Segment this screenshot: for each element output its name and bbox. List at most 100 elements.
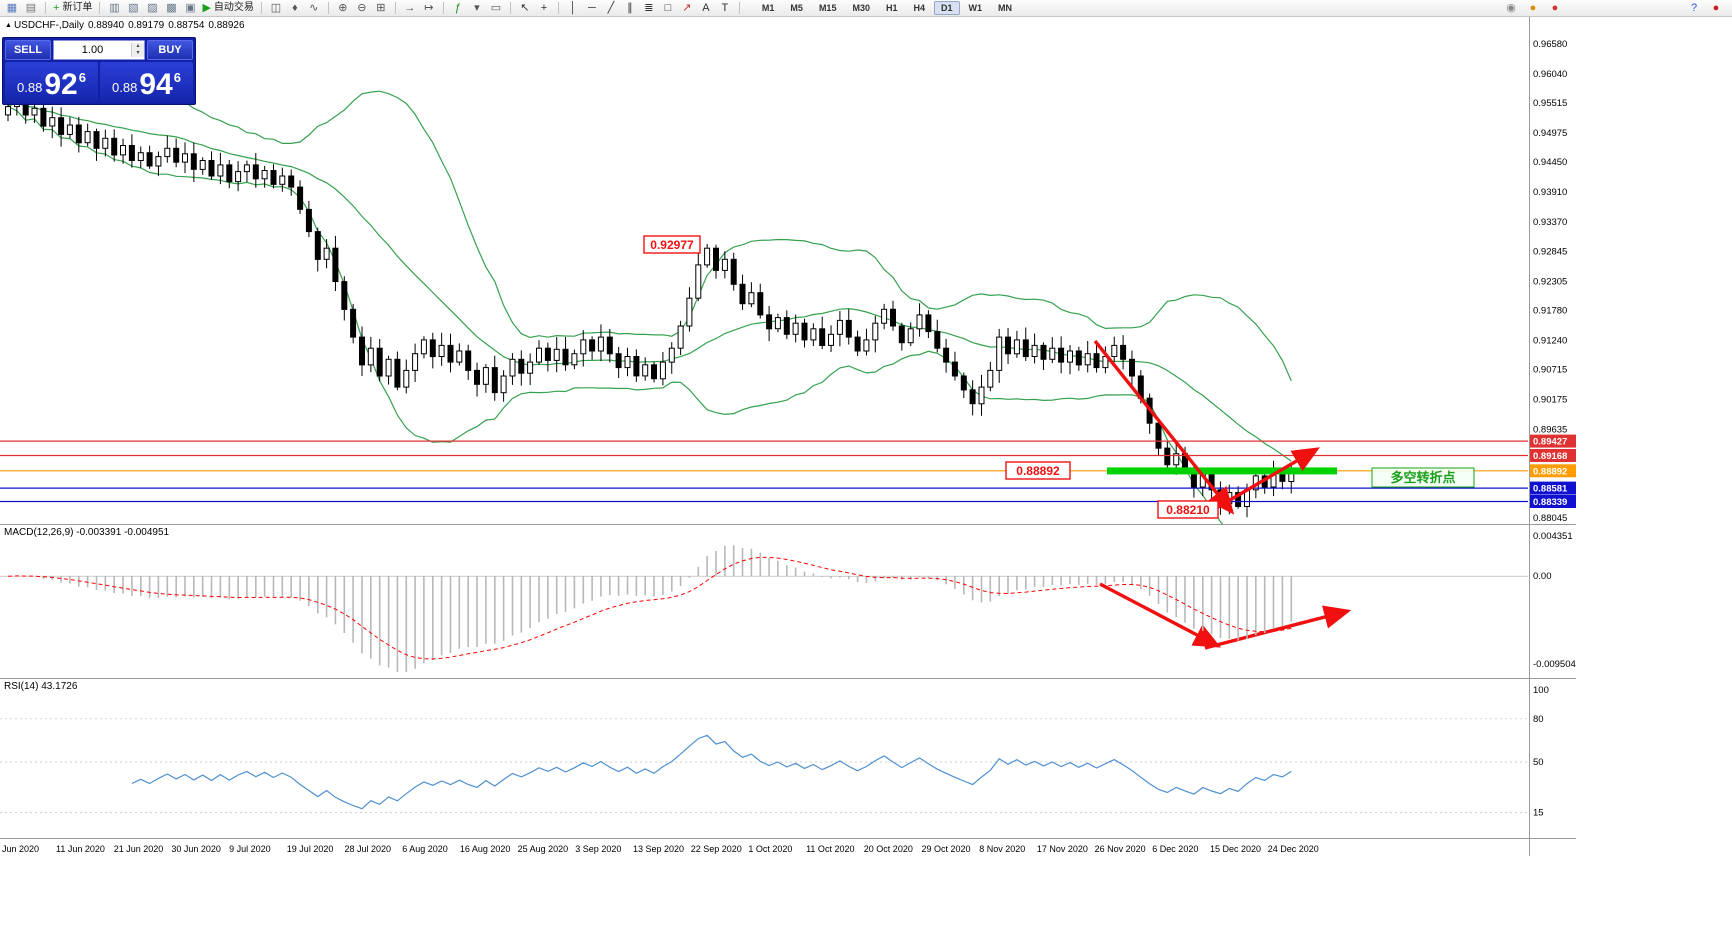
fibonacci-icon: ≣ [644, 2, 654, 14]
volume-decrease-button[interactable]: ▾ [132, 50, 144, 57]
date-tick-label: 26 Nov 2020 [1095, 844, 1146, 854]
price-tick-label: 0.91240 [1533, 335, 1567, 346]
timeframe-h1-button[interactable]: H1 [885, 3, 898, 13]
clock-icon: ◉ [1506, 2, 1516, 14]
zoom-in-icon[interactable]: ⊕ [334, 1, 352, 16]
zoom-out-icon[interactable]: ⊖ [353, 1, 371, 16]
toolbar-separator [394, 2, 396, 14]
price-badge: 0.89168 [1530, 449, 1576, 462]
timeframe-mn-button[interactable]: MN [998, 3, 1013, 13]
bid-price[interactable]: 0.88 92 6 [5, 62, 98, 102]
volume-increase-button[interactable]: ▴ [132, 43, 144, 50]
price-tick-label: 0.93370 [1533, 217, 1567, 228]
timeframe-m15-button[interactable]: M15 [818, 3, 837, 13]
indicators-icon[interactable]: ƒ [449, 1, 467, 16]
new-chart-icon[interactable]: ▦ [3, 1, 21, 16]
bar-chart-icon[interactable]: ◫ [267, 1, 285, 16]
autotrade-button[interactable]: ▶ 自动交易 [200, 1, 255, 16]
volume-input[interactable] [54, 44, 131, 56]
trend-arrow-1[interactable] [1093, 339, 1235, 515]
text-label-icon[interactable]: A [697, 1, 715, 16]
price-tick-label: 0.92305 [1533, 276, 1567, 287]
trendline-icon[interactable]: ╱ [602, 1, 620, 16]
navigator-icon[interactable]: ▨ [143, 1, 161, 16]
date-tick-label: 19 Jul 2020 [287, 844, 334, 854]
buy-button[interactable]: BUY [147, 40, 193, 60]
svg-text:0.88892: 0.88892 [1016, 464, 1060, 478]
market-watch-icon[interactable]: ▥ [105, 1, 123, 16]
trend-arrow-2[interactable] [1212, 447, 1320, 512]
timeframe-h4-button[interactable]: H4 [913, 3, 925, 13]
price-annotation-label[interactable]: 0.92977 [643, 235, 701, 254]
bid-price-pip: 6 [78, 70, 86, 85]
rsi-tick-label: 80 [1533, 714, 1544, 725]
date-tick-label: 20 Oct 2020 [864, 844, 913, 854]
vertical-line-icon[interactable]: │ [564, 1, 582, 16]
timeframe-w1-button[interactable]: W1 [968, 3, 983, 13]
trend-arrow-3[interactable] [1099, 582, 1222, 648]
rsi-indicator-label: RSI(14) 43.1726 [4, 681, 78, 692]
candlestick-chart-icon[interactable]: ♦ [286, 1, 304, 16]
cursor-icon[interactable]: ↖ [516, 1, 534, 16]
date-tick-label: 8 Nov 2020 [979, 844, 1025, 854]
shapes-icon[interactable]: □ [659, 1, 677, 16]
toolbar-separator [260, 2, 262, 14]
support-zone-line[interactable] [1107, 467, 1337, 475]
zoom-in-icon: ⊕ [338, 2, 348, 14]
alert-icon: ● [1529, 2, 1537, 14]
tile-windows-icon[interactable]: ⊞ [372, 1, 390, 16]
price-tick-label: 0.88045 [1533, 513, 1567, 524]
strategy-tester-icon[interactable]: ▣ [181, 1, 199, 16]
chart-shift-icon: ↦ [424, 2, 434, 14]
auto-scroll-icon[interactable]: → [401, 1, 419, 16]
date-tick-label: 6 Dec 2020 [1152, 844, 1198, 854]
date-tick-label: 1 Oct 2020 [748, 844, 792, 854]
tile-windows-icon: ⊞ [376, 2, 386, 14]
ask-price[interactable]: 0.88 94 6 [100, 62, 193, 102]
sell-button[interactable]: SELL [5, 40, 51, 60]
macd-tick-label: 0.00 [1533, 571, 1552, 582]
periods-dropdown[interactable]: ▾ [468, 1, 486, 16]
trend-arrow-4[interactable] [1204, 605, 1352, 650]
arrows-icon[interactable]: ↗ [678, 1, 696, 16]
line-chart-icon[interactable]: ∿ [305, 1, 323, 16]
turning-point-label[interactable]: 多空转折点 [1371, 467, 1475, 488]
timeframe-m5-button[interactable]: M5 [790, 3, 803, 13]
profiles-icon[interactable]: ▤ [22, 1, 40, 16]
timeframe-m1-button[interactable]: M1 [761, 3, 775, 13]
new-order-button[interactable]: + 新订单 [51, 1, 94, 16]
clock-icon[interactable]: ◉ [1502, 1, 1520, 16]
main-chart-panel[interactable] [5, 88, 1295, 551]
horizontal-line-icon[interactable]: ─ [583, 1, 601, 16]
data-window-icon: ▧ [128, 2, 139, 14]
notifications-icon[interactable]: ● [1546, 1, 1564, 16]
templates-icon[interactable]: ▭ [487, 1, 505, 16]
price-annotation-label[interactable]: 0.88892 [1005, 461, 1071, 480]
svg-text:0.88892: 0.88892 [1533, 466, 1567, 477]
date-tick-label: Jun 2020 [2, 844, 39, 854]
ask-price-pip: 6 [173, 70, 181, 85]
channel-icon[interactable]: ∥ [621, 1, 639, 16]
new-order-button: + [53, 2, 60, 14]
chart-shift-icon[interactable]: ↦ [420, 1, 438, 16]
status-icon[interactable]: ● [1707, 1, 1725, 16]
volume-field: ▴ ▾ [53, 40, 145, 60]
date-tick-label: 22 Sep 2020 [691, 844, 742, 854]
date-tick-label: 9 Jul 2020 [229, 844, 271, 854]
bollinger-lower-band [7, 106, 1224, 524]
alert-icon[interactable]: ● [1524, 1, 1542, 16]
timeframe-d1-button[interactable]: D1 [934, 1, 960, 15]
terminal-icon[interactable]: ▩ [162, 1, 180, 16]
text-icon[interactable]: T [716, 1, 734, 16]
timeframe-m30-button[interactable]: M30 [852, 3, 870, 13]
toolbar-separator [509, 2, 511, 14]
data-window-icon[interactable]: ▧ [124, 1, 142, 16]
fibonacci-icon[interactable]: ≣ [640, 1, 658, 16]
price-annotation-label[interactable]: 0.88210 [1157, 500, 1219, 519]
price-tick-label: 0.90175 [1533, 395, 1567, 406]
crosshair-icon[interactable]: + [535, 1, 553, 16]
toolbar-right-group: ◉ ● ● [1502, 1, 1564, 16]
help-icon[interactable]: ? [1685, 1, 1703, 16]
date-tick-label: 17 Nov 2020 [1037, 844, 1088, 854]
